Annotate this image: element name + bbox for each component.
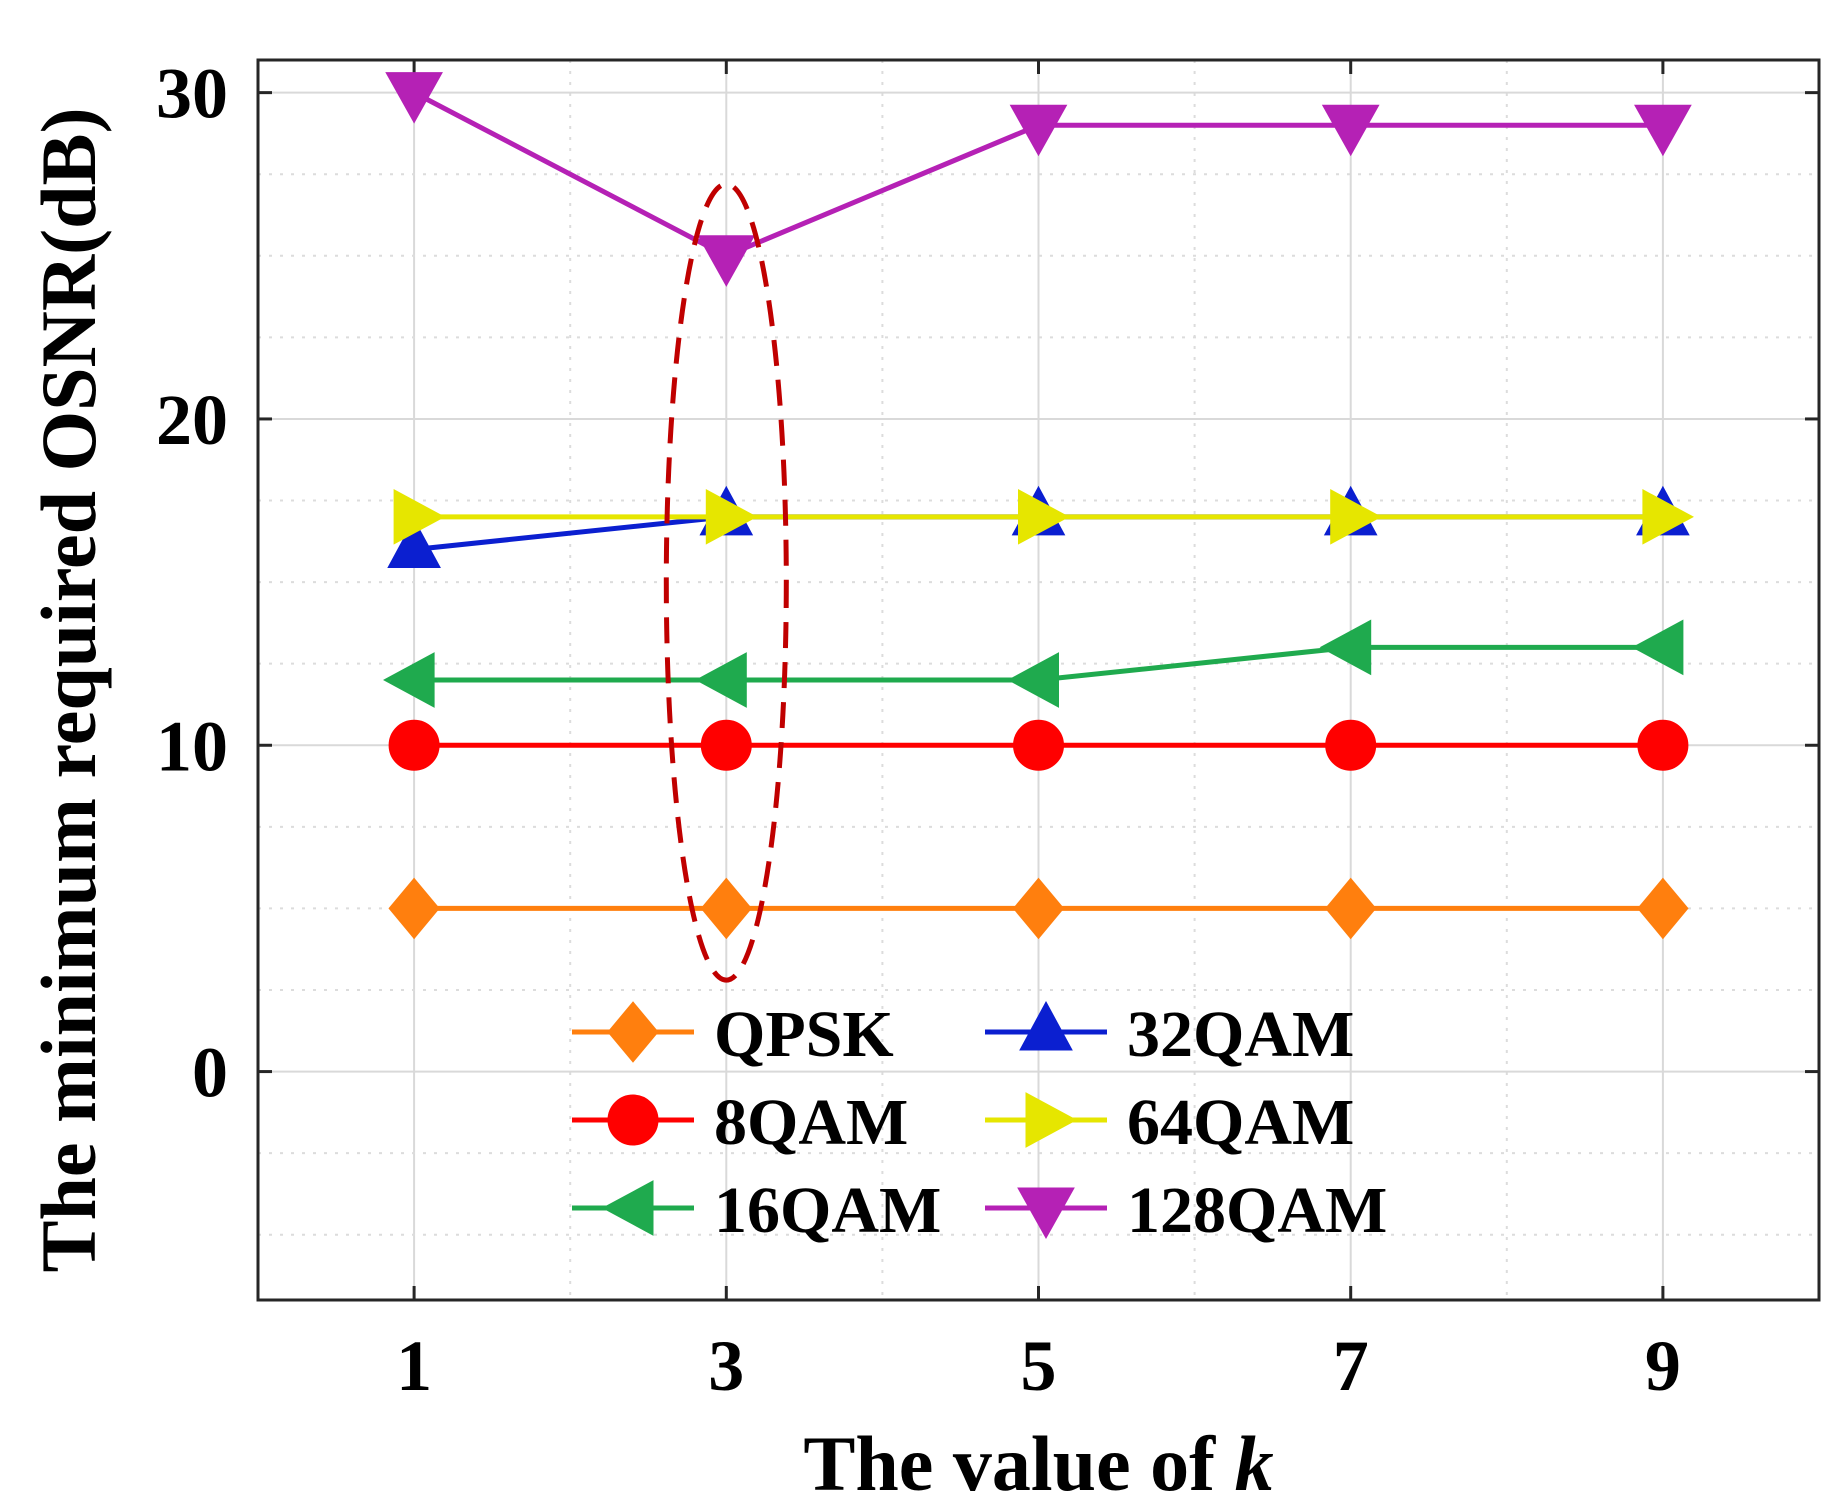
y-axis-title: The minimum required OSNR(dB) [25, 107, 112, 1272]
x-tick-label: 1 [396, 1326, 432, 1406]
data-point-16QAM [1319, 619, 1372, 676]
legend-entry-8QAM: 8QAM [572, 1086, 908, 1159]
x-tick-labels: 1 3 5 7 9 [396, 1326, 1681, 1406]
series-64QAM [393, 489, 1694, 545]
legend-entry-16QAM: 16QAM [572, 1174, 941, 1247]
x-axis-title-var: k [1235, 1420, 1274, 1507]
data-point-QPSK [388, 877, 440, 940]
legend-marker-32QAM [1019, 1000, 1073, 1051]
data-point-128QAM [1321, 104, 1380, 157]
y-tick-labels: 0 10 20 30 [156, 54, 228, 1113]
data-point-QPSK [700, 877, 752, 940]
data-point-8QAM [700, 719, 752, 771]
series-16QAM [383, 619, 1684, 708]
data-point-32QAM [387, 518, 441, 568]
legend-entry-64QAM: 64QAM [985, 1086, 1354, 1159]
data-point-128QAM [385, 72, 443, 124]
data-point-64QAM [705, 489, 758, 545]
legend-marker-16QAM [601, 1180, 654, 1236]
data-point-16QAM [1007, 652, 1059, 708]
legend-label: 8QAM [714, 1086, 908, 1159]
data-point-16QAM [1631, 619, 1684, 676]
grid [258, 60, 1819, 1300]
legend-label: 16QAM [714, 1174, 941, 1247]
dashed-ellipse-annotation [663, 181, 789, 983]
data-point-64QAM [1330, 489, 1382, 545]
y-tick-label: 20 [156, 380, 228, 460]
data-point-8QAM [388, 719, 440, 771]
legend-marker-QPSK [607, 1001, 659, 1063]
data-point-QPSK [1012, 877, 1065, 940]
series-QPSK [388, 877, 1689, 940]
y-tick-label: 30 [156, 54, 228, 134]
annotation [663, 181, 789, 983]
series-128QAM [385, 72, 1692, 287]
axis-ticks [258, 60, 1819, 1300]
data-point-64QAM [393, 489, 446, 545]
data-point-128QAM [1009, 104, 1068, 157]
data-point-QPSK [1325, 877, 1377, 940]
x-tick-label: 9 [1645, 1326, 1681, 1406]
data-point-8QAM [1325, 719, 1377, 771]
legend-marker-8QAM [607, 1094, 659, 1146]
legend-entry-QPSK: QPSK [572, 998, 894, 1071]
data-point-QPSK [1637, 877, 1689, 940]
x-axis-title: The value of k [803, 1420, 1273, 1507]
legend-entry-128QAM: 128QAM [985, 1174, 1387, 1247]
y-tick-label: 0 [192, 1033, 228, 1113]
y-tick-label: 10 [156, 706, 228, 786]
legend: QPSK 8QAM 16QAM 32QAM 64QAM 128QAM [572, 998, 1387, 1247]
legend-label: 128QAM [1127, 1174, 1387, 1247]
data-point-16QAM [383, 652, 435, 708]
data-point-16QAM [695, 652, 747, 708]
x-tick-label: 5 [1021, 1326, 1057, 1406]
legend-marker-128QAM [1017, 1187, 1075, 1240]
legend-entry-32QAM: 32QAM [985, 998, 1354, 1071]
data-point-64QAM [1642, 489, 1694, 545]
data-point-8QAM [1637, 719, 1689, 771]
data-point-64QAM [1018, 489, 1070, 545]
data-point-8QAM [1013, 719, 1064, 771]
data-point-128QAM [697, 235, 756, 287]
data-point-128QAM [1634, 104, 1692, 157]
series-8QAM [388, 719, 1689, 771]
x-tick-label: 7 [1333, 1326, 1369, 1406]
legend-marker-64QAM [1025, 1092, 1078, 1148]
legend-label: 64QAM [1127, 1086, 1354, 1159]
x-tick-label: 3 [708, 1326, 744, 1406]
series-lines [383, 72, 1694, 940]
x-axis-title-prefix: The value of [803, 1420, 1234, 1507]
legend-label: 32QAM [1127, 998, 1354, 1071]
legend-label: QPSK [714, 998, 894, 1071]
